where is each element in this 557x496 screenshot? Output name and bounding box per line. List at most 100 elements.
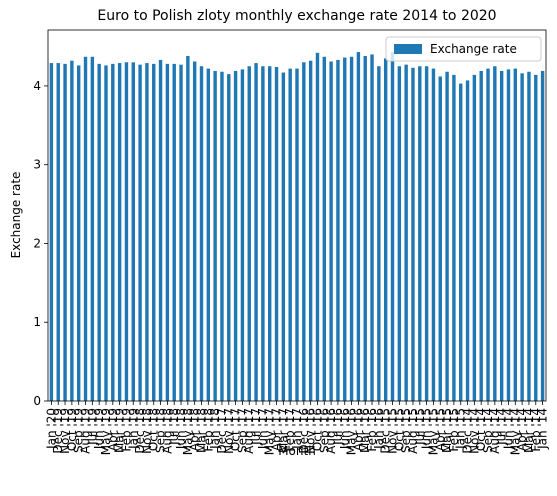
x-tick-label: Apr '18 [188, 408, 202, 451]
bar [83, 56, 88, 402]
bar [97, 63, 101, 402]
x-tick-label: Aug '15 [406, 408, 420, 454]
x-tick-label: Oct '14 [474, 408, 488, 451]
bar [213, 70, 217, 402]
x-tick-label: Feb '17 [283, 408, 297, 452]
bar [186, 55, 190, 402]
bar [445, 71, 449, 401]
x-tick-label: Sep '18 [154, 408, 168, 453]
legend-label: Exchange rate [430, 42, 517, 56]
x-tick-label: Feb '18 [201, 408, 215, 452]
x-tick-label: Sep '17 [235, 408, 249, 453]
bar [206, 68, 211, 401]
bar [124, 62, 129, 402]
x-tick-label: Jun '14 [501, 408, 515, 450]
bar [397, 66, 402, 401]
bar [274, 67, 279, 401]
x-tick-label: Sep '15 [399, 408, 413, 453]
x-tick-label: Aug '16 [324, 408, 338, 454]
bar [383, 58, 388, 401]
bar [104, 65, 108, 401]
bar [117, 63, 122, 402]
bar [438, 76, 442, 402]
bar [513, 68, 518, 401]
bar [281, 72, 286, 401]
bar [63, 63, 67, 402]
bar [56, 63, 60, 402]
bar [192, 61, 197, 401]
x-tick-label: Nov '14 [467, 408, 481, 454]
x-tick-label: Sep '14 [481, 408, 495, 453]
bar [199, 66, 204, 401]
x-tick-label: Aug '14 [488, 408, 502, 454]
bar [308, 60, 313, 401]
bar [493, 66, 497, 401]
bar [145, 63, 149, 402]
bar [411, 67, 415, 402]
x-tick-label: May '18 [181, 408, 195, 455]
x-tick-label: Jan '14 [536, 408, 550, 450]
x-tick-label: Dec '19 [51, 408, 65, 454]
plot-frame [47, 29, 547, 402]
x-tick-label: Jun '16 [338, 408, 352, 450]
bar [404, 64, 408, 401]
x-tick-label: Oct '16 [310, 408, 324, 451]
bar [76, 65, 81, 401]
x-tick-label: Jun '19 [92, 408, 106, 450]
y-tick-label: 1 [33, 315, 41, 329]
x-tick-label: Dec '14 [461, 408, 475, 454]
bar [431, 68, 436, 401]
x-tick-label: Dec '15 [379, 408, 393, 454]
bar [322, 56, 326, 402]
x-tick-label: Feb '16 [365, 408, 379, 452]
x-tick-label: Feb '14 [529, 408, 543, 452]
bar [534, 74, 538, 402]
x-tick-label: Dec '17 [215, 408, 229, 454]
x-tick-label: Nov '19 [58, 408, 72, 454]
bar [131, 62, 135, 402]
x-tick-label: May '16 [345, 408, 359, 455]
bar [254, 63, 258, 402]
bar [233, 70, 238, 402]
bar [343, 57, 347, 401]
x-tick-label: Jun '15 [420, 408, 434, 450]
bar [540, 70, 545, 402]
x-tick-label: Jan '16 [372, 408, 386, 450]
x-tick-label: Jul '18 [167, 408, 181, 446]
x-tick-label: Jul '16 [331, 408, 345, 446]
bar [227, 74, 231, 401]
y-tick-label: 3 [33, 158, 41, 172]
bar [418, 66, 422, 401]
x-tick-label: Oct '18 [147, 408, 161, 451]
x-tick-label: Feb '15 [447, 408, 461, 452]
bar [295, 68, 299, 401]
x-tick-label: Jul '14 [495, 408, 509, 446]
y-axis-label: Exchange rate [9, 172, 23, 259]
bar [349, 56, 354, 402]
x-tick-label: Oct '17 [229, 408, 243, 451]
legend-swatch [394, 44, 422, 54]
x-tick-label: Oct '15 [392, 408, 406, 451]
x-tick-label: Mar '19 [113, 408, 127, 453]
bar [179, 64, 183, 401]
bar [472, 74, 477, 402]
bar [165, 63, 170, 402]
x-tick-label: Dec '18 [133, 408, 147, 454]
bar [220, 71, 224, 401]
x-tick-label: Mar '17 [276, 408, 290, 453]
bar [268, 66, 272, 401]
x-tick-label: Nov '15 [386, 408, 400, 454]
bar [520, 73, 524, 401]
bar [424, 66, 429, 401]
bar [247, 66, 251, 401]
x-tick-label: Jan '17 [290, 408, 304, 450]
y-tick-label: 4 [33, 79, 41, 93]
x-tick-label: Apr '17 [270, 408, 284, 451]
bar [152, 63, 156, 402]
x-tick-label: Apr '14 [515, 408, 529, 451]
bar [138, 64, 142, 401]
bar [302, 62, 306, 402]
x-tick-label: May '14 [508, 408, 522, 455]
bar [377, 66, 381, 401]
bar [363, 55, 367, 402]
